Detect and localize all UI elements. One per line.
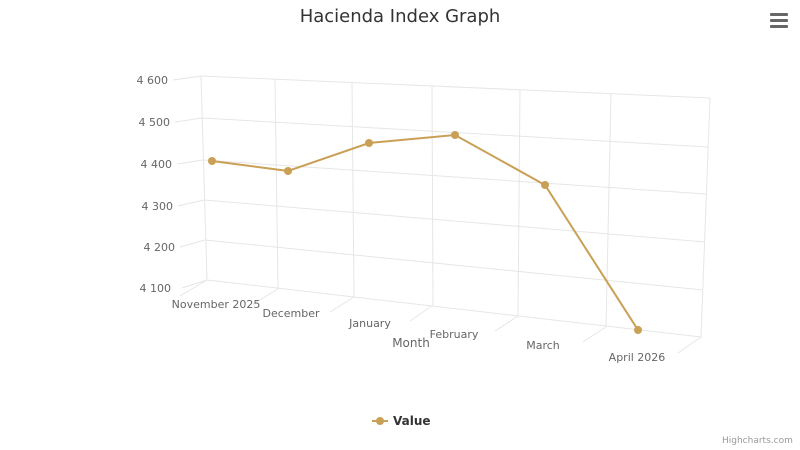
y-tick-label: 4 100 (140, 282, 172, 295)
x-tick-label: March (526, 339, 560, 352)
data-point[interactable] (451, 131, 459, 139)
y-tick-label: 4 600 (137, 74, 169, 87)
series-value (208, 131, 642, 334)
y-tick-label: 4 300 (142, 200, 174, 213)
x-tick-label: February (430, 328, 479, 341)
legend-label: Value (393, 414, 431, 428)
y-axis-labels: 4 600 4 500 4 400 4 300 4 200 4 100 (137, 74, 176, 295)
legend-item-value[interactable]: Value (372, 414, 431, 428)
x-axis-labels: November 2025 December January February … (172, 298, 666, 364)
hamburger-menu-icon-bar (770, 25, 788, 28)
x-tick-label: December (262, 307, 320, 320)
chart-title: Hacienda Index Graph (299, 6, 501, 27)
data-point[interactable] (365, 139, 373, 147)
series-line (211, 133, 639, 331)
x-tick-label: April 2026 (609, 351, 666, 364)
x-tick-label: January (348, 317, 391, 330)
hamburger-menu-icon (770, 13, 788, 16)
data-point[interactable] (541, 181, 549, 189)
grid (172, 75, 711, 354)
credits-link[interactable]: Highcharts.com (722, 436, 793, 446)
hamburger-menu-icon-bar (770, 19, 788, 22)
data-point[interactable] (634, 326, 642, 334)
data-point[interactable] (284, 167, 292, 175)
y-tick-label: 4 400 (141, 158, 173, 171)
x-axis-title: Month (392, 336, 430, 350)
x-tick-label: November 2025 (172, 298, 261, 311)
y-tick-label: 4 200 (144, 241, 176, 254)
chart-context-menu-button[interactable] (768, 13, 790, 31)
legend-line-marker-icon (372, 415, 388, 427)
y-tick-label: 4 500 (139, 116, 171, 129)
data-point[interactable] (208, 157, 216, 165)
